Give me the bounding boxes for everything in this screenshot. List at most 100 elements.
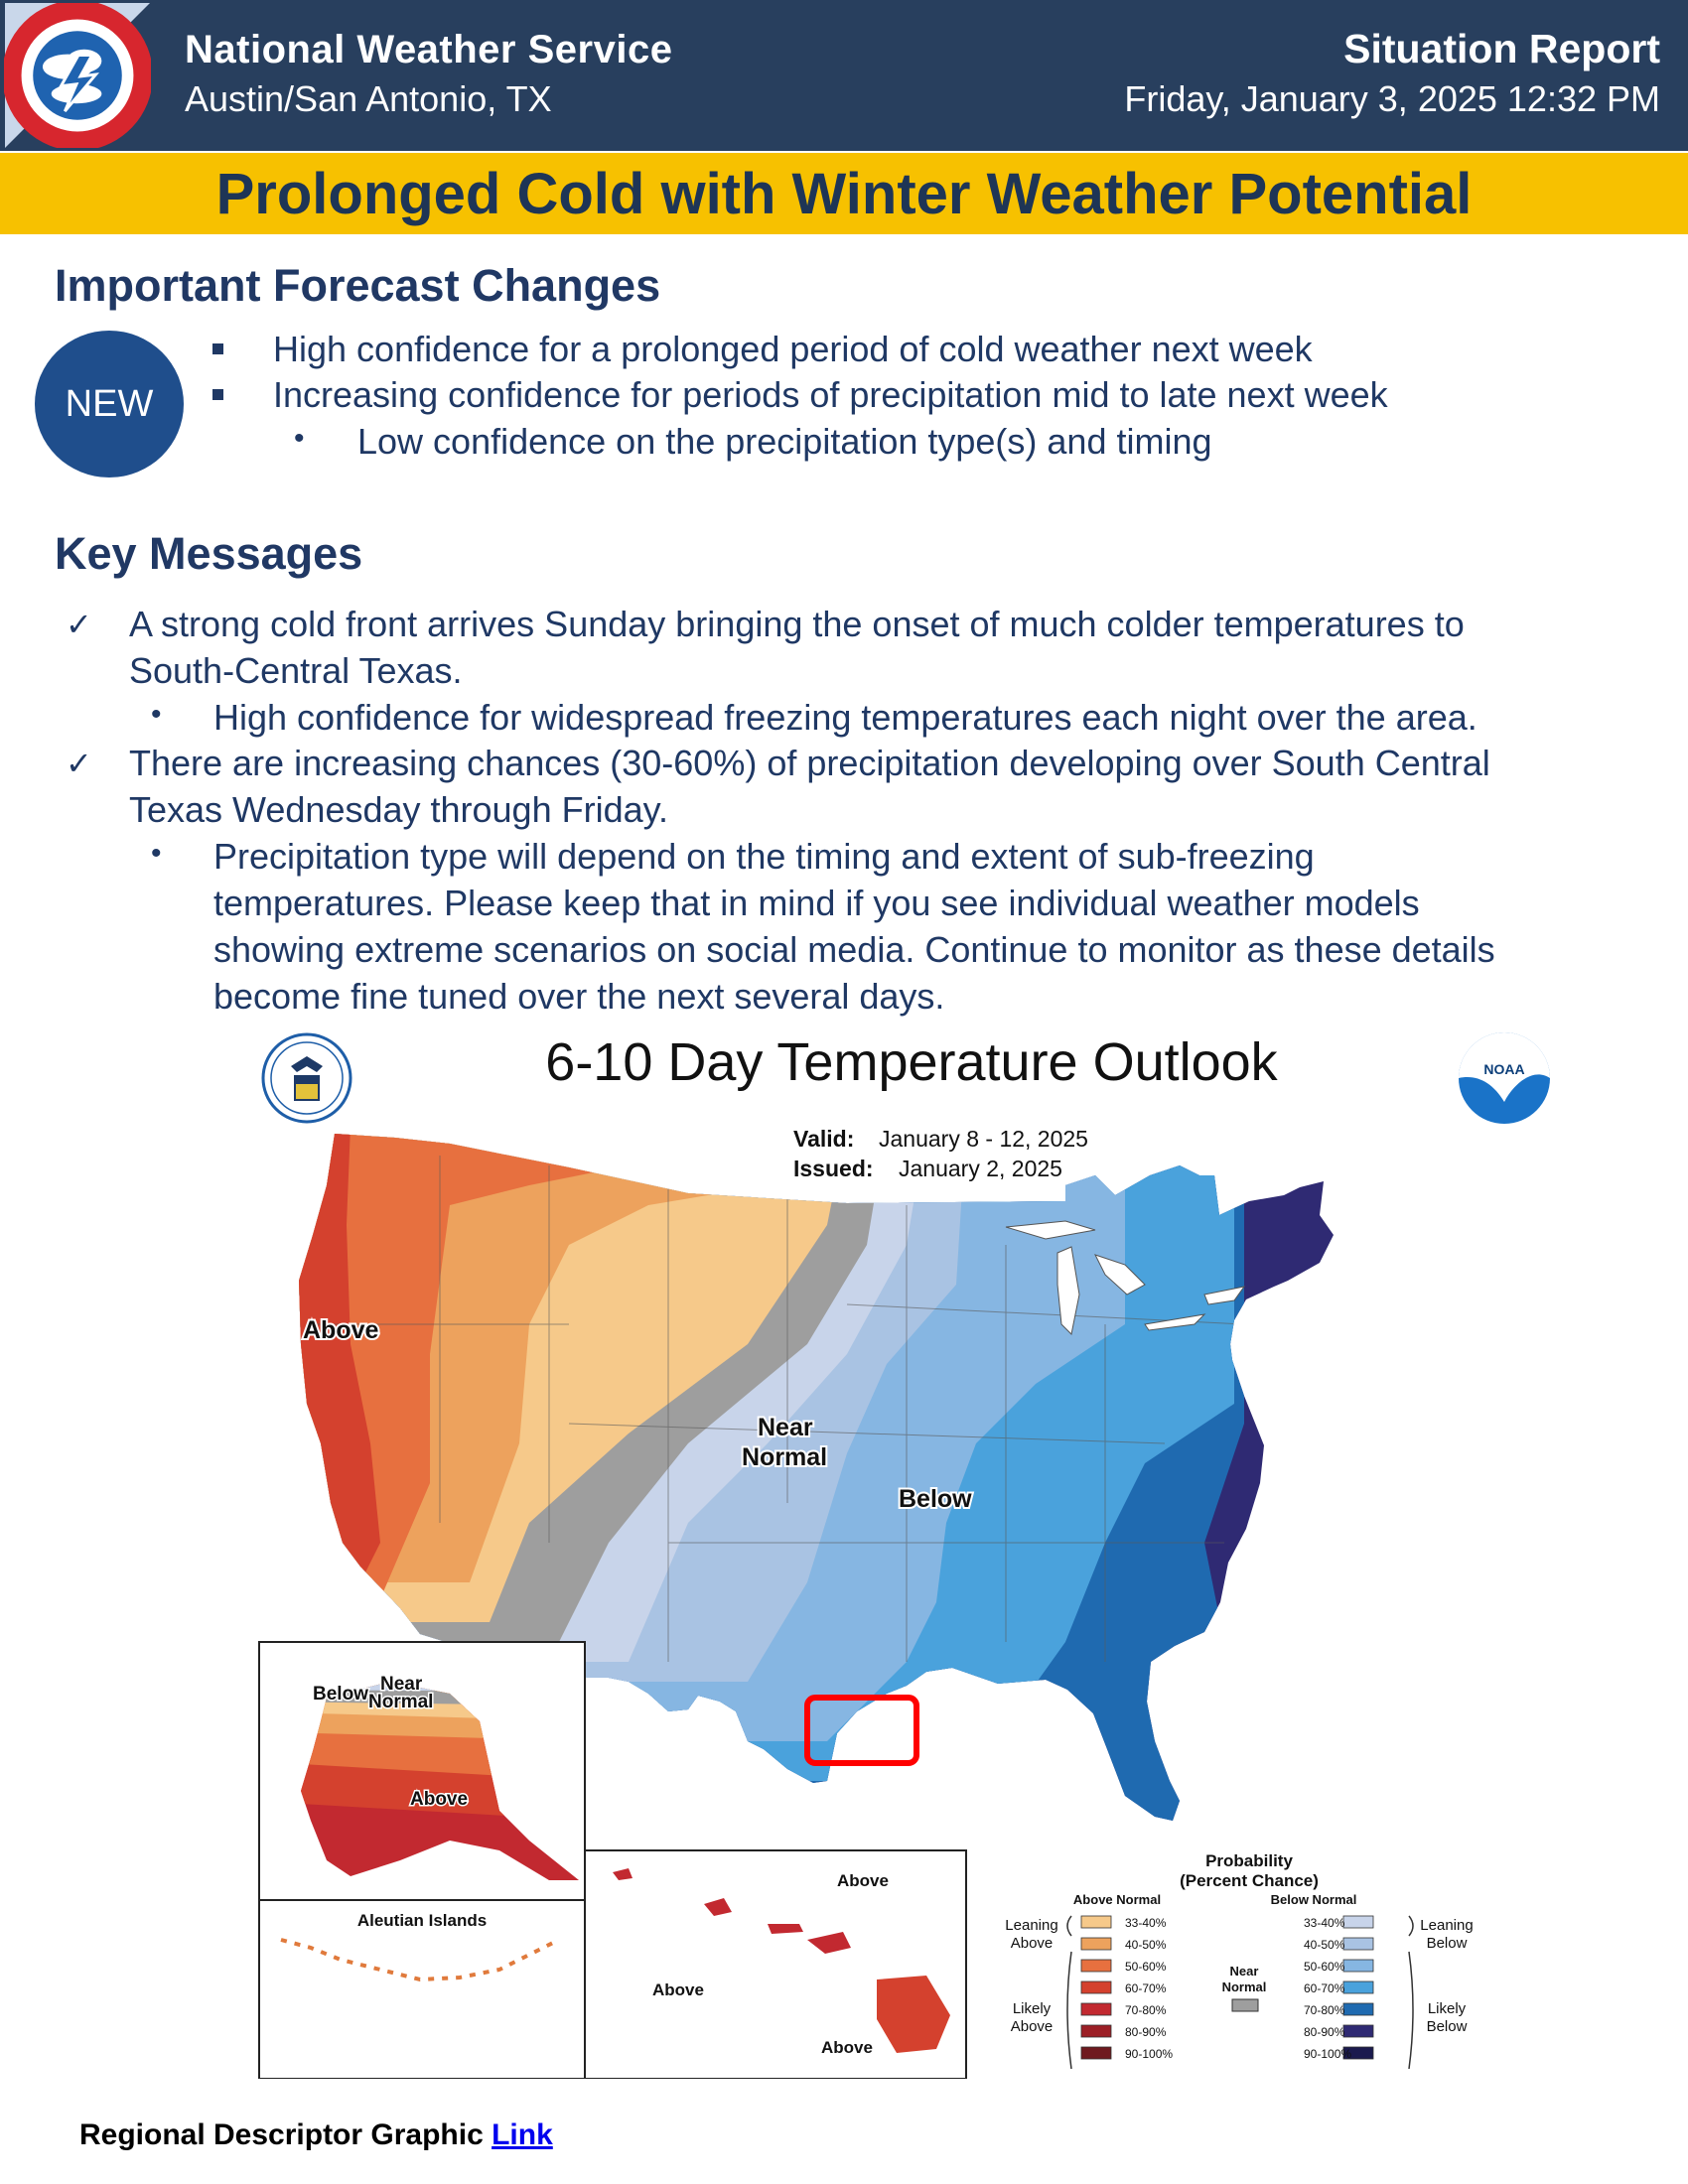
legend-swatch-below — [1342, 1937, 1374, 1951]
footer-descriptor: Regional Descriptor Graphic Link — [79, 2118, 553, 2152]
legend-range-above: 90-100% — [1125, 2047, 1173, 2061]
conus-map — [299, 1134, 1334, 1821]
svg-text:Above: Above — [1011, 1935, 1054, 1952]
bullet-dot-icon: • — [294, 422, 305, 455]
legend-swatch-above — [1080, 2002, 1112, 2016]
legend-range-below: 40-50% — [1304, 1938, 1345, 1952]
forecast-change-item: Increasing confidence for periods of pre… — [273, 374, 1388, 415]
temperature-outlook-map: 6-10 Day Temperature Outlook Valid: Janu… — [258, 1032, 1550, 2079]
checkmark-icon: ✓ — [66, 607, 92, 642]
report-datetime: Friday, January 3, 2025 12:32 PM — [1124, 78, 1660, 119]
forecast-change-item: High confidence for a prolonged period o… — [273, 329, 1313, 369]
label-above-west: Above — [303, 1316, 379, 1344]
valid-label: Valid: — [793, 1126, 854, 1152]
ak-label-below: Below — [313, 1684, 368, 1705]
commerce-seal-icon — [261, 1032, 352, 1124]
legend-swatch-below — [1342, 1915, 1374, 1929]
nws-logo — [4, 3, 151, 148]
alaska-inset: Below Near Normal Above — [258, 1641, 586, 1901]
footer-label: Regional Descriptor Graphic — [79, 2118, 484, 2151]
noaa-logo: NOAA — [1459, 1032, 1550, 1124]
report-header: National Weather Service Austin/San Anto… — [0, 0, 1688, 151]
regional-descriptor-link[interactable]: Link — [492, 2118, 553, 2151]
hi-label-above-south: Above — [821, 2038, 873, 2057]
label-below-east: Below — [899, 1485, 972, 1513]
headline-title: Prolonged Cold with Winter Weather Poten… — [215, 162, 1473, 226]
hawaii-inset: Above Above Above — [584, 1849, 967, 2079]
key-message-line: A strong cold front arrives Sunday bring… — [129, 604, 1465, 644]
bullet-dot-icon: • — [151, 837, 162, 870]
hi-label-above-north: Above — [837, 1871, 889, 1890]
legend-range-below: 80-90% — [1304, 2025, 1345, 2039]
label-normal: Normal — [742, 1443, 827, 1471]
legend-range-above: 80-90% — [1125, 2025, 1167, 2039]
valid-value: January 8 - 12, 2025 — [879, 1126, 1088, 1152]
legend-range-above: 50-60% — [1125, 1960, 1167, 1974]
great-lakes — [1005, 1220, 1246, 1336]
issued-value: January 2, 2025 — [899, 1156, 1062, 1181]
report-type: Situation Report — [1343, 26, 1660, 71]
outlook-title: 6-10 Day Temperature Outlook — [545, 1032, 1278, 1092]
legend-swatch-below — [1342, 2046, 1374, 2060]
legend-range-below: 90-100% — [1304, 2047, 1351, 2061]
legend-range-below: 60-70% — [1304, 1981, 1345, 1995]
headline-banner: Prolonged Cold with Winter Weather Poten… — [0, 153, 1688, 234]
key-messages-heading: Key Messages — [55, 528, 363, 579]
legend-range-above: 33-40% — [1125, 1916, 1167, 1930]
checkmark-icon: ✓ — [66, 746, 92, 781]
key-message-subline: become fine tuned over the next several … — [213, 976, 945, 1017]
key-message-line: Texas Wednesday through Friday. — [129, 789, 668, 830]
aleutian-inset: Aleutian Islands — [258, 1899, 586, 2079]
svg-text:Near: Near — [1230, 1964, 1259, 1979]
legend-range-above: 60-70% — [1125, 1981, 1167, 1995]
svg-text:(Percent Chance): (Percent Chance) — [1180, 1871, 1319, 1890]
key-message-subline: showing extreme scenarios on social medi… — [213, 929, 1495, 970]
svg-text:Below: Below — [1427, 1935, 1468, 1952]
key-message-subline: temperatures. Please keep that in mind i… — [213, 883, 1420, 923]
legend-swatch-above — [1080, 2046, 1112, 2060]
ak-label-normal: Normal — [368, 1692, 433, 1712]
key-message-subline: Precipitation type will depend on the ti… — [213, 836, 1315, 877]
legend-swatch-above — [1080, 1937, 1112, 1951]
legend-swatch-above — [1080, 1915, 1112, 1929]
svg-text:Normal: Normal — [1222, 1979, 1267, 1994]
legend-swatch-above — [1080, 2024, 1112, 2038]
forecast-change-subitem: Low confidence on the precipitation type… — [357, 421, 1212, 462]
svg-text:Leaning: Leaning — [1420, 1917, 1473, 1934]
legend-swatch-below — [1342, 2024, 1374, 2038]
svg-text:Likely: Likely — [1428, 2000, 1467, 2017]
svg-text:Likely: Likely — [1013, 2000, 1052, 2017]
legend-swatch-below — [1342, 1980, 1374, 1994]
hi-label-above-west: Above — [652, 1980, 704, 1999]
legend-swatch-above — [1080, 1959, 1112, 1973]
svg-text:Below Normal: Below Normal — [1271, 1892, 1357, 1907]
office-name: National Weather Service — [185, 28, 673, 71]
svg-text:Probability: Probability — [1205, 1851, 1293, 1870]
legend-swatch-below — [1342, 1959, 1374, 1973]
svg-text:Leaning: Leaning — [1005, 1917, 1057, 1934]
svg-text:Below: Below — [1427, 2018, 1468, 2035]
svg-text:Above: Above — [1011, 2018, 1054, 2035]
key-message-subline: High confidence for widespread freezing … — [213, 697, 1477, 738]
ak-label-near: Near — [380, 1674, 423, 1695]
key-message-line: South-Central Texas. — [129, 650, 463, 691]
office-location: Austin/San Antonio, TX — [185, 78, 552, 119]
new-badge: NEW — [35, 331, 184, 478]
legend-swatch-below — [1342, 2002, 1374, 2016]
legend-range-below: 33-40% — [1304, 1916, 1345, 1930]
bullet-dot-icon: • — [151, 698, 162, 731]
bullet-square-icon — [212, 389, 223, 400]
legend-swatch-above — [1080, 1980, 1112, 1994]
bullet-square-icon — [212, 343, 223, 354]
svg-text:NOAA: NOAA — [1483, 1061, 1524, 1077]
legend-range-above: 40-50% — [1125, 1938, 1167, 1952]
aleutian-label: Aleutian Islands — [357, 1911, 487, 1930]
legend-near-swatch — [1231, 1998, 1259, 2012]
probability-legend: Probability (Percent Chance) Above Norma… — [1005, 1851, 1474, 2070]
texas-highlight-box — [804, 1695, 919, 1766]
legend-range-above: 70-80% — [1125, 2003, 1167, 2017]
legend-range-below: 70-80% — [1304, 2003, 1345, 2017]
key-message-line: There are increasing chances (30-60%) of… — [129, 743, 1490, 783]
legend-range-below: 50-60% — [1304, 1960, 1345, 1974]
svg-text:Above Normal: Above Normal — [1073, 1892, 1161, 1907]
